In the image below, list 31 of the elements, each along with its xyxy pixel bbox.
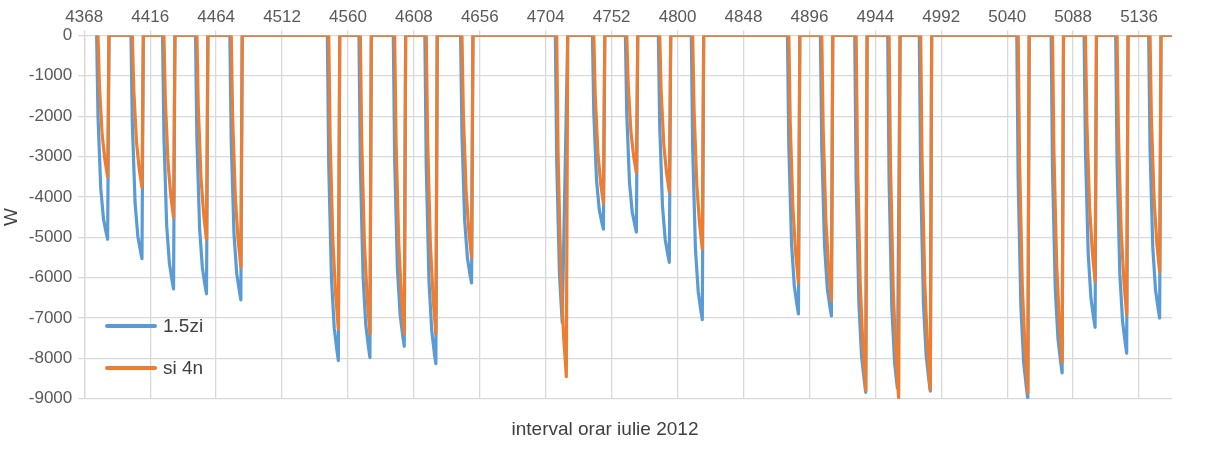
y-tick-label: -3000 (28, 146, 73, 166)
y-tick-label: -9000 (28, 388, 73, 408)
x-tick-label: 4848 (724, 6, 763, 26)
x-tick-label: 4416 (131, 6, 170, 26)
x-tick-label: 4992 (922, 6, 961, 26)
y-axis-title: W (0, 208, 21, 227)
y-tick-label: -5000 (28, 226, 73, 246)
x-tick-label: 4656 (460, 6, 499, 26)
x-tick-label: 4464 (197, 6, 236, 26)
legend-label: si 4n (163, 357, 204, 379)
x-axis-title: interval orar iulie 2012 (510, 418, 700, 440)
y-tick-label: -8000 (28, 348, 73, 368)
y-tick-label: 0 (62, 25, 73, 45)
x-tick-label: 4944 (856, 6, 895, 26)
x-tick-label: 5136 (1120, 6, 1158, 26)
y-tick-label: -2000 (28, 105, 73, 125)
x-tick-label: 4800 (658, 6, 697, 26)
x-tick-label: 4752 (592, 6, 631, 26)
x-tick-label: 4896 (790, 6, 829, 26)
x-tick-label: 4368 (65, 6, 104, 26)
x-tick-label: 4560 (329, 6, 367, 26)
x-tick-label: 4608 (394, 6, 433, 26)
legend-label: 1.5zi (163, 315, 204, 337)
x-tick-label: 5088 (1054, 6, 1093, 26)
x-tick-label: 5040 (988, 6, 1027, 26)
x-tick-label: 4512 (263, 6, 301, 26)
x-tick-label: 4704 (526, 6, 565, 26)
y-tick-label: -7000 (28, 307, 73, 327)
y-tick-label: -1000 (28, 65, 73, 85)
y-tick-label: -4000 (28, 186, 73, 206)
y-tick-label: -6000 (28, 267, 73, 287)
